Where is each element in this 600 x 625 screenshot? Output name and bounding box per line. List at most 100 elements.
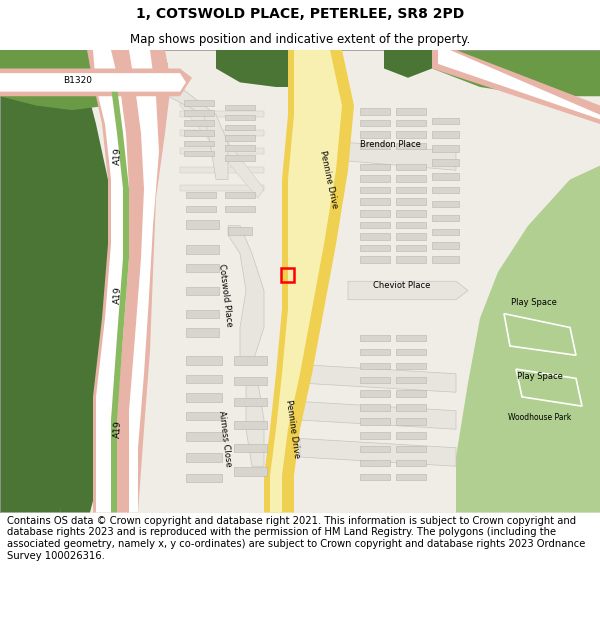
- Bar: [432, 201, 459, 208]
- Bar: [396, 446, 426, 452]
- Bar: [186, 245, 219, 254]
- Text: A19: A19: [113, 148, 123, 166]
- Bar: [360, 446, 390, 452]
- Text: Pennine Drive: Pennine Drive: [318, 149, 340, 209]
- Bar: [360, 432, 390, 439]
- Text: Contains OS data © Crown copyright and database right 2021. This information is : Contains OS data © Crown copyright and d…: [7, 516, 586, 561]
- Bar: [432, 118, 459, 124]
- Text: Cheviot Place: Cheviot Place: [373, 281, 431, 291]
- Bar: [396, 349, 426, 355]
- Bar: [396, 376, 426, 383]
- Bar: [186, 328, 219, 337]
- Bar: [396, 143, 426, 149]
- Bar: [432, 159, 459, 166]
- Bar: [360, 391, 390, 397]
- Polygon shape: [348, 281, 468, 300]
- Text: Play Space: Play Space: [517, 371, 563, 381]
- Polygon shape: [111, 87, 129, 512]
- Polygon shape: [300, 401, 456, 429]
- Polygon shape: [456, 166, 600, 512]
- Bar: [396, 404, 426, 411]
- Bar: [396, 176, 426, 182]
- Bar: [396, 418, 426, 424]
- Polygon shape: [0, 50, 96, 512]
- Bar: [360, 120, 390, 126]
- Polygon shape: [168, 87, 228, 179]
- Bar: [234, 467, 267, 476]
- Bar: [186, 432, 222, 441]
- Bar: [186, 206, 216, 212]
- Text: Cotswold Place: Cotswold Place: [217, 263, 233, 327]
- Bar: [396, 245, 426, 251]
- Polygon shape: [93, 50, 129, 512]
- Polygon shape: [384, 50, 432, 78]
- Bar: [184, 120, 214, 126]
- Bar: [184, 110, 214, 116]
- Bar: [432, 256, 459, 262]
- Bar: [360, 256, 390, 262]
- Bar: [396, 432, 426, 439]
- Bar: [396, 233, 426, 239]
- Bar: [186, 374, 222, 383]
- Bar: [225, 206, 255, 212]
- Text: Brendon Place: Brendon Place: [359, 140, 421, 149]
- Polygon shape: [0, 73, 186, 92]
- Bar: [186, 220, 219, 229]
- Bar: [186, 453, 222, 462]
- Polygon shape: [438, 50, 600, 119]
- Bar: [186, 356, 222, 364]
- Bar: [396, 108, 426, 115]
- Bar: [360, 210, 390, 216]
- Polygon shape: [0, 69, 192, 96]
- Bar: [184, 151, 214, 156]
- Bar: [360, 176, 390, 182]
- Bar: [432, 173, 459, 179]
- Bar: [360, 164, 390, 170]
- Polygon shape: [420, 50, 600, 96]
- Bar: [360, 460, 390, 466]
- Bar: [360, 199, 390, 205]
- Text: Map shows position and indicative extent of the property.: Map shows position and indicative extent…: [130, 34, 470, 46]
- Bar: [396, 164, 426, 170]
- Polygon shape: [48, 50, 114, 512]
- Bar: [225, 135, 255, 141]
- Bar: [234, 421, 267, 429]
- Bar: [396, 335, 426, 341]
- Polygon shape: [180, 129, 264, 136]
- Bar: [396, 460, 426, 466]
- Bar: [360, 362, 390, 369]
- Bar: [186, 310, 219, 318]
- Bar: [360, 474, 390, 480]
- Polygon shape: [432, 50, 600, 124]
- Polygon shape: [264, 50, 354, 512]
- Bar: [396, 391, 426, 397]
- Bar: [396, 120, 426, 126]
- Bar: [225, 115, 255, 120]
- Polygon shape: [180, 166, 264, 172]
- Bar: [234, 398, 267, 406]
- Bar: [360, 108, 390, 115]
- Bar: [186, 192, 216, 198]
- Bar: [396, 210, 426, 216]
- Bar: [360, 131, 390, 138]
- Text: 1, COTSWOLD PLACE, PETERLEE, SR8 2PD: 1, COTSWOLD PLACE, PETERLEE, SR8 2PD: [136, 7, 464, 21]
- Bar: [432, 131, 459, 138]
- Text: Play Space: Play Space: [511, 298, 557, 306]
- Text: A19: A19: [113, 420, 123, 438]
- Text: Pennine Drive: Pennine Drive: [284, 399, 301, 459]
- Bar: [396, 199, 426, 205]
- Bar: [225, 192, 255, 198]
- Bar: [396, 131, 426, 138]
- Bar: [225, 156, 255, 161]
- Text: Airness Close: Airness Close: [217, 410, 233, 467]
- Bar: [432, 229, 459, 235]
- Bar: [396, 474, 426, 480]
- Polygon shape: [228, 226, 264, 364]
- Polygon shape: [180, 96, 264, 198]
- Polygon shape: [246, 383, 264, 466]
- Polygon shape: [300, 439, 456, 466]
- Polygon shape: [180, 148, 264, 154]
- Bar: [228, 227, 252, 235]
- Polygon shape: [129, 50, 159, 512]
- Bar: [360, 222, 390, 228]
